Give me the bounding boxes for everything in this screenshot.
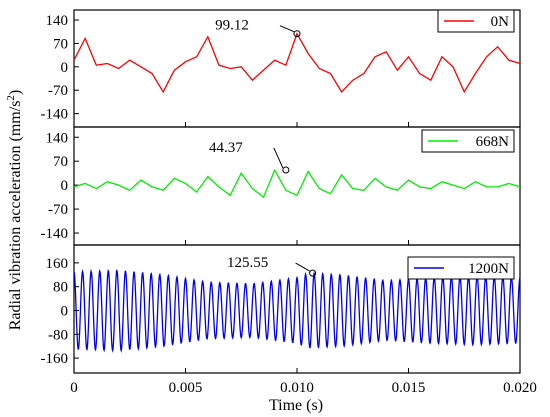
y-tick-label: 70 — [53, 36, 68, 52]
x-tick-label: 0.010 — [280, 380, 314, 396]
y-tick-label: -70 — [48, 202, 68, 218]
legend-box — [421, 129, 515, 153]
panel-top: 140 70 0 -70 -140 99.12 0N — [41, 9, 521, 128]
peak-annotation: 125.55 — [227, 255, 268, 271]
y-tick-label: 140 — [46, 130, 69, 146]
y-tick-label: 80 — [53, 280, 68, 296]
y-tick-label: 70 — [53, 154, 68, 170]
x-tick-label: 0.015 — [392, 380, 426, 396]
y-tick-label: -140 — [41, 226, 69, 242]
x-tick-label: 0.005 — [169, 380, 203, 396]
series-line-668N — [73, 168, 521, 199]
y-tick-label: 0 — [61, 178, 69, 194]
y-tick-label: -140 — [41, 107, 69, 123]
legend-label: 1200N — [468, 261, 509, 277]
y-tick-label: 0 — [61, 303, 69, 319]
legend-label: 668N — [476, 134, 510, 150]
x-tick-label: 0.020 — [503, 380, 537, 396]
peak-annotation: 99.12 — [215, 18, 249, 34]
series-line-1200N — [73, 268, 521, 354]
legend-1200N: 1200N — [407, 256, 515, 280]
y-tick-label: 0 — [61, 60, 69, 76]
peak-marker — [293, 30, 301, 38]
panel-bottom: 160 80 0 -80 -160 125.55 1200N — [41, 244, 521, 374]
y-tick-label: -80 — [48, 327, 68, 343]
annotation-arrow — [273, 147, 284, 169]
legend-668N: 668N — [421, 129, 515, 153]
peak-annotation: 44.37 — [209, 140, 243, 156]
panel-middle: 140 70 0 -70 -140 44.37 668N — [41, 126, 521, 246]
legend-box — [437, 9, 515, 33]
y-axis-label: Radial vibration acceleration (mm/s2) — [5, 90, 24, 331]
annotation-arrow — [295, 262, 310, 272]
peak-marker — [309, 269, 317, 277]
series-line-0N — [73, 32, 521, 94]
y-tick-label: -70 — [48, 83, 68, 99]
y-tick-label: 140 — [46, 13, 69, 29]
legend-0N: 0N — [437, 9, 515, 33]
legend-label: 0N — [491, 14, 510, 30]
peak-marker — [282, 166, 290, 174]
legend-box — [407, 256, 515, 280]
y-tick-label: -160 — [41, 351, 69, 367]
y-tick-label: 160 — [46, 256, 69, 272]
x-axis-label: Time (s) — [269, 397, 323, 414]
annotation-arrow — [279, 25, 295, 33]
x-tick-label: 0 — [70, 380, 78, 396]
